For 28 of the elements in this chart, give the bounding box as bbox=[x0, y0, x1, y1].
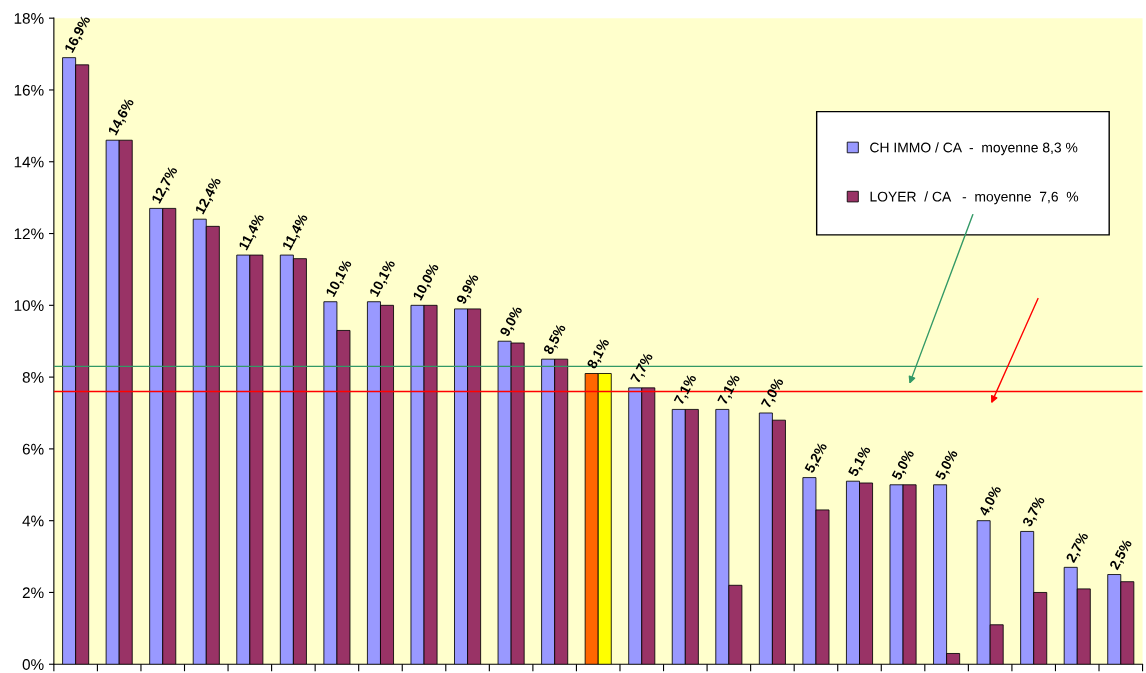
data-label: 5,2% bbox=[804, 441, 830, 475]
data-label: 4,0% bbox=[978, 484, 1004, 518]
data-label: 5,0% bbox=[934, 448, 960, 482]
data-label: 5,0% bbox=[891, 448, 917, 482]
data-label: 2,7% bbox=[1065, 531, 1091, 565]
data-label: 2,5% bbox=[1109, 538, 1135, 572]
y-tick-label: 14% bbox=[14, 156, 44, 168]
y-tick-label: 6% bbox=[22, 443, 44, 455]
data-label: 5,1% bbox=[847, 445, 873, 478]
data-label: 3,7% bbox=[1021, 495, 1047, 529]
data-label: 9,0% bbox=[499, 305, 525, 338]
data-label: 8,1% bbox=[586, 337, 612, 371]
y-tick-label: 18% bbox=[14, 13, 44, 24]
y-tick-label: 0% bbox=[22, 659, 44, 670]
y-tick-label: 12% bbox=[14, 228, 44, 240]
legend-label: CH IMMO / CA - moyenne 8,3 % bbox=[870, 142, 1078, 156]
data-label: 7,0% bbox=[760, 376, 786, 410]
data-label: 8,5% bbox=[542, 323, 568, 356]
y-tick-label: 8% bbox=[22, 371, 44, 383]
data-label: 7,1% bbox=[717, 373, 743, 407]
y-tick-label: 4% bbox=[22, 515, 44, 527]
y-tick-label: 10% bbox=[14, 300, 44, 311]
y-tick-label: 2% bbox=[22, 587, 44, 599]
data-label: 7,7% bbox=[630, 351, 655, 385]
legend-label: LOYER / CA - moyenne 7,6 % bbox=[870, 191, 1079, 205]
data-label: 7,1% bbox=[673, 373, 699, 407]
data-label: 9,9% bbox=[455, 272, 481, 306]
y-tick-label: 16% bbox=[14, 84, 44, 96]
